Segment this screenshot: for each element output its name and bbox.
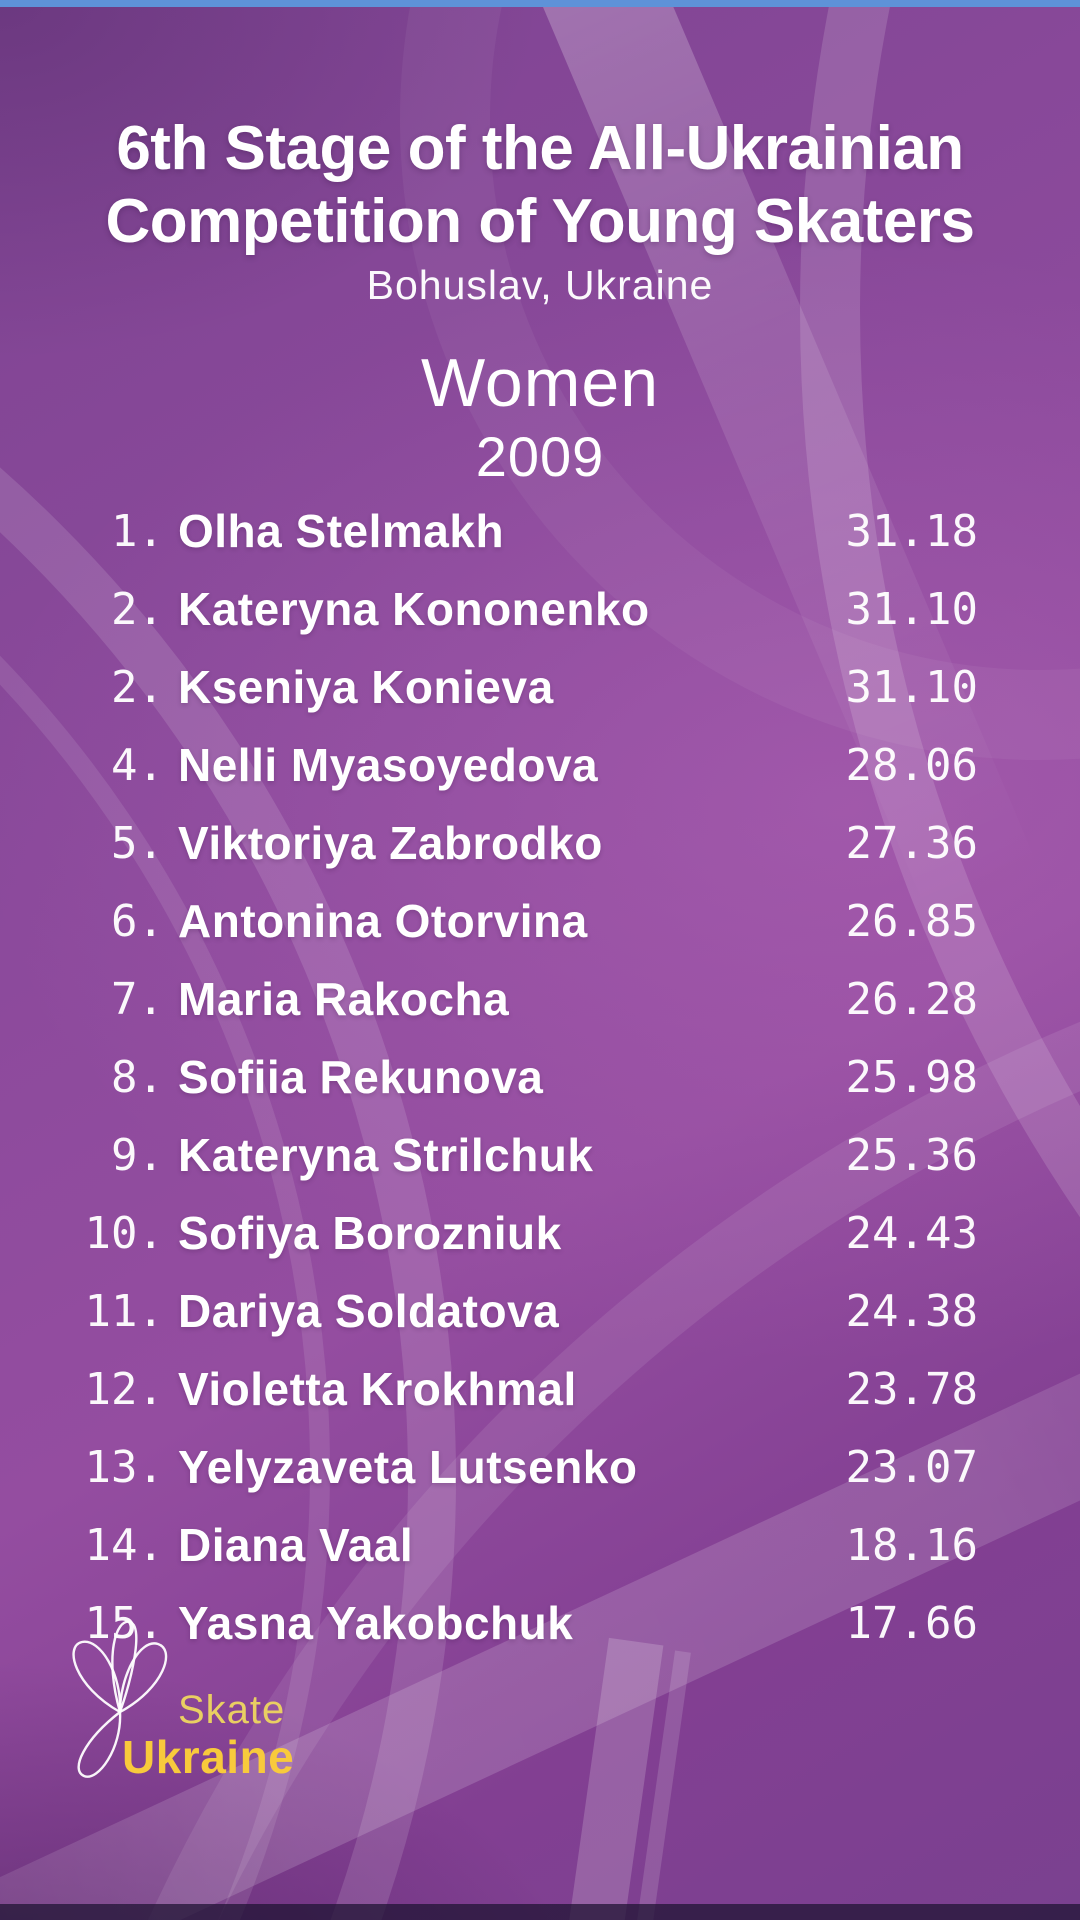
- skater-name: Sofiya Borozniuk: [178, 1207, 562, 1259]
- result-row: 13. Yelyzaveta Lutsenko 23.07: [60, 1428, 978, 1506]
- flower-loops-icon: [72, 1620, 168, 1778]
- skater-name: Yasna Yakobchuk: [178, 1597, 574, 1649]
- page-title-line1: 6th Stage of the All-Ukrainian: [116, 114, 964, 183]
- logo-text-skate: Skate: [178, 1688, 286, 1732]
- skater-name: Kseniya Konieva: [178, 661, 554, 713]
- category-heading: Women: [420, 345, 660, 421]
- background-ribbon: [561, 1637, 664, 1920]
- result-score: 18.16: [845, 1519, 978, 1571]
- result-score: 27.36: [845, 817, 978, 869]
- result-rank: 10.: [84, 1207, 164, 1259]
- result-rank: 5.: [111, 817, 164, 869]
- skater-name: Violetta Krokhmal: [178, 1363, 577, 1415]
- result-rank: 14.: [84, 1519, 164, 1571]
- result-rank: 2.: [111, 661, 164, 713]
- result-row: 8. Sofiia Rekunova 25.98: [60, 1038, 978, 1116]
- skater-name: Diana Vaal: [178, 1519, 414, 1571]
- result-row: 12. Violetta Krokhmal 23.78: [60, 1350, 978, 1428]
- skater-name: Viktoriya Zabrodko: [178, 817, 603, 869]
- result-row: 10. Sofiya Borozniuk 24.43: [60, 1194, 978, 1272]
- result-score: 25.36: [845, 1129, 978, 1181]
- result-row: 2. Kateryna Kononenko 31.10: [60, 570, 978, 648]
- skater-name: Sofiia Rekunova: [178, 1051, 544, 1103]
- result-rank: 2.: [111, 583, 164, 635]
- category-year: 2009: [475, 425, 605, 488]
- result-score: 23.07: [845, 1441, 978, 1493]
- skater-name: Kateryna Strilchuk: [178, 1129, 594, 1181]
- skater-name: Maria Rakocha: [178, 973, 510, 1025]
- skate-ukraine-logo: Skate Ukraine: [0, 1600, 420, 1820]
- result-rank: 9.: [111, 1129, 164, 1181]
- result-score: 17.66: [845, 1597, 978, 1649]
- result-row: 5. Viktoriya Zabrodko 27.36: [60, 804, 978, 882]
- skater-name: Olha Stelmakh: [178, 505, 505, 557]
- skater-name: Dariya Soldatova: [178, 1285, 560, 1337]
- skater-name: Kateryna Kononenko: [178, 583, 650, 635]
- result-score: 23.78: [845, 1363, 978, 1415]
- result-row: 1. Olha Stelmakh 31.18: [60, 492, 978, 570]
- result-rank: 12.: [84, 1363, 164, 1415]
- page-title: 6th Stage of the All-Ukrainian Competiti…: [0, 112, 1080, 258]
- result-score: 24.38: [845, 1285, 978, 1337]
- results-list: 1. Olha Stelmakh 31.18 2. Kateryna Konon…: [60, 492, 978, 1662]
- bottom-shade: [0, 1904, 1080, 1920]
- logo-text-ukraine: Ukraine: [122, 1731, 295, 1783]
- result-row: 9. Kateryna Strilchuk 25.36: [60, 1116, 978, 1194]
- top-accent-bar: [0, 0, 1080, 7]
- result-score: 24.43: [845, 1207, 978, 1259]
- result-score: 31.18: [845, 505, 978, 557]
- event-location: Bohuslav, Ukraine: [366, 262, 714, 308]
- result-row: 2. Kseniya Konieva 31.10: [60, 648, 978, 726]
- result-row: 6. Antonina Otorvina 26.85: [60, 882, 978, 960]
- result-score: 31.10: [845, 583, 978, 635]
- result-rank: 11.: [84, 1285, 164, 1337]
- result-row: 7. Maria Rakocha 26.28: [60, 960, 978, 1038]
- result-row: 11. Dariya Soldatova 24.38: [60, 1272, 978, 1350]
- result-rank: 13.: [84, 1441, 164, 1493]
- result-rank: 4.: [111, 739, 164, 791]
- page-title-line2: Competition of Young Skaters: [105, 187, 976, 257]
- result-rank: 6.: [111, 895, 164, 947]
- skater-name: Yelyzaveta Lutsenko: [178, 1441, 638, 1493]
- skater-name: Antonina Otorvina: [178, 895, 588, 947]
- result-score: 26.85: [845, 895, 978, 947]
- result-score: 25.98: [845, 1051, 978, 1103]
- background-ribbon: [629, 1650, 691, 1920]
- result-score: 26.28: [845, 973, 978, 1025]
- result-rank: 1.: [111, 505, 164, 557]
- result-row: 4. Nelli Myasoyedova 28.06: [60, 726, 978, 804]
- result-score: 28.06: [845, 739, 978, 791]
- result-rank: 7.: [111, 973, 164, 1025]
- result-score: 31.10: [845, 661, 978, 713]
- result-rank: 8.: [111, 1051, 164, 1103]
- result-row: 14. Diana Vaal 18.16: [60, 1506, 978, 1584]
- skater-name: Nelli Myasoyedova: [178, 739, 599, 791]
